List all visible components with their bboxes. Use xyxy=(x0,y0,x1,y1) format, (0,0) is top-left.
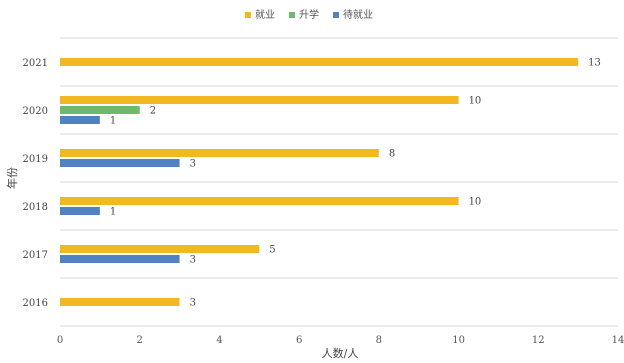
legend-item-1: 升学 xyxy=(289,8,319,21)
bar-2018-series-0 xyxy=(60,197,459,205)
x-tick-label-4: 4 xyxy=(216,335,222,346)
x-tick-label-6: 6 xyxy=(296,335,302,346)
data-labels: 13 10 2 1 8 3 10 1 5 3 3 xyxy=(110,58,601,309)
data-label-2020-series-2: 1 xyxy=(110,116,116,127)
data-label-2018-series-0: 10 xyxy=(469,197,482,208)
y-tick-label-2021: 2021 xyxy=(23,58,48,69)
data-label-2019-series-0: 8 xyxy=(389,149,395,160)
bar-2020-series-2 xyxy=(60,116,100,124)
y-axis-tick-labels: 2021 2020 2019 2018 2017 2016 xyxy=(23,58,48,309)
legend-item-2: 待就业 xyxy=(333,8,373,21)
data-label-2020-series-1: 2 xyxy=(150,106,156,117)
bar-2016-series-0 xyxy=(60,298,180,306)
data-label-2020-series-0: 10 xyxy=(469,96,482,107)
bar-2021-series-0 xyxy=(60,58,579,66)
legend-label: 升学 xyxy=(299,8,319,21)
legend-label: 待就业 xyxy=(343,8,373,21)
legend-swatch xyxy=(333,12,339,18)
y-tick-label-2016: 2016 xyxy=(23,298,48,309)
gridlines xyxy=(60,37,618,327)
y-tick-label-2017: 2017 xyxy=(23,250,48,261)
x-tick-label-10: 10 xyxy=(452,335,465,346)
bar-2019-series-2 xyxy=(60,159,180,167)
x-tick-label-14: 14 xyxy=(612,335,624,346)
x-tick-label-0: 0 xyxy=(57,335,63,346)
data-label-2021-series-0: 13 xyxy=(588,58,601,69)
data-label-2017-series-0: 5 xyxy=(269,245,275,256)
legend-item-0: 就业 xyxy=(245,8,275,21)
bar-2017-series-0 xyxy=(60,245,260,253)
legend: 就业 升学 待就业 xyxy=(245,8,373,21)
legend-swatch xyxy=(289,12,295,18)
bars xyxy=(60,58,579,306)
legend-label: 就业 xyxy=(255,8,275,21)
data-label-2019-series-2: 3 xyxy=(190,159,196,170)
x-axis-tick-labels: 0 2 4 6 8 10 12 14 xyxy=(57,335,624,346)
y-tick-label-2018: 2018 xyxy=(23,202,48,213)
x-tick-label-2: 2 xyxy=(137,335,143,346)
x-tick-label-12: 12 xyxy=(532,335,545,346)
x-axis-title: 人数/人 xyxy=(322,347,359,360)
data-label-2017-series-2: 3 xyxy=(190,255,196,266)
bar-2020-series-1 xyxy=(60,106,140,114)
data-label-2016-series-0: 3 xyxy=(190,298,196,309)
x-tick-label-8: 8 xyxy=(376,335,382,346)
bar-2017-series-2 xyxy=(60,255,180,263)
y-tick-label-2020: 2020 xyxy=(23,106,48,117)
bar-2020-series-0 xyxy=(60,96,459,104)
y-tick-label-2019: 2019 xyxy=(23,154,48,165)
y-axis-title: 年份 xyxy=(5,167,19,189)
bar-2018-series-2 xyxy=(60,207,100,215)
data-label-2018-series-2: 1 xyxy=(110,207,116,218)
legend-swatch xyxy=(245,12,251,18)
bar-2019-series-0 xyxy=(60,149,379,157)
